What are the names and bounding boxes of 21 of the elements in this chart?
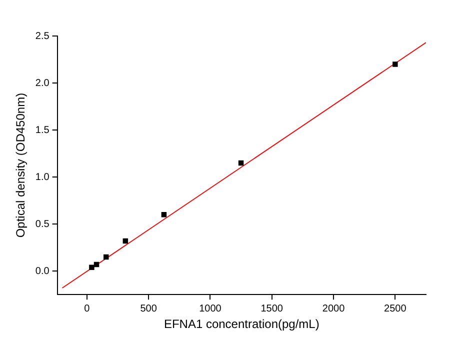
y-tick-label: 2.5 — [35, 30, 50, 42]
point — [238, 160, 244, 166]
x-tick-label: 0 — [84, 303, 90, 314]
point — [94, 262, 100, 268]
y-axis-title: Optical density (OD450nm) — [14, 92, 28, 238]
y-tick-label: 0.0 — [35, 266, 50, 277]
x-tick-label: 1000 — [199, 303, 222, 314]
y-tick-label: 1.5 — [35, 124, 50, 136]
point — [392, 62, 398, 67]
x-tick-label: 1500 — [260, 303, 284, 314]
point — [122, 238, 128, 244]
y-tick-label: 2.0 — [35, 78, 50, 89]
x-tick-label: 2000 — [322, 303, 346, 314]
point — [161, 212, 167, 218]
point — [89, 264, 94, 270]
x-tick-label: 500 — [140, 303, 158, 314]
x-axis-title: EFNA1 concentration(pg/mL) — [164, 317, 320, 332]
y-tick-label: 1.0 — [35, 172, 50, 183]
y-tick-label: 0.5 — [35, 218, 50, 230]
x-tick-label: 2500 — [384, 303, 407, 314]
point — [104, 254, 109, 260]
